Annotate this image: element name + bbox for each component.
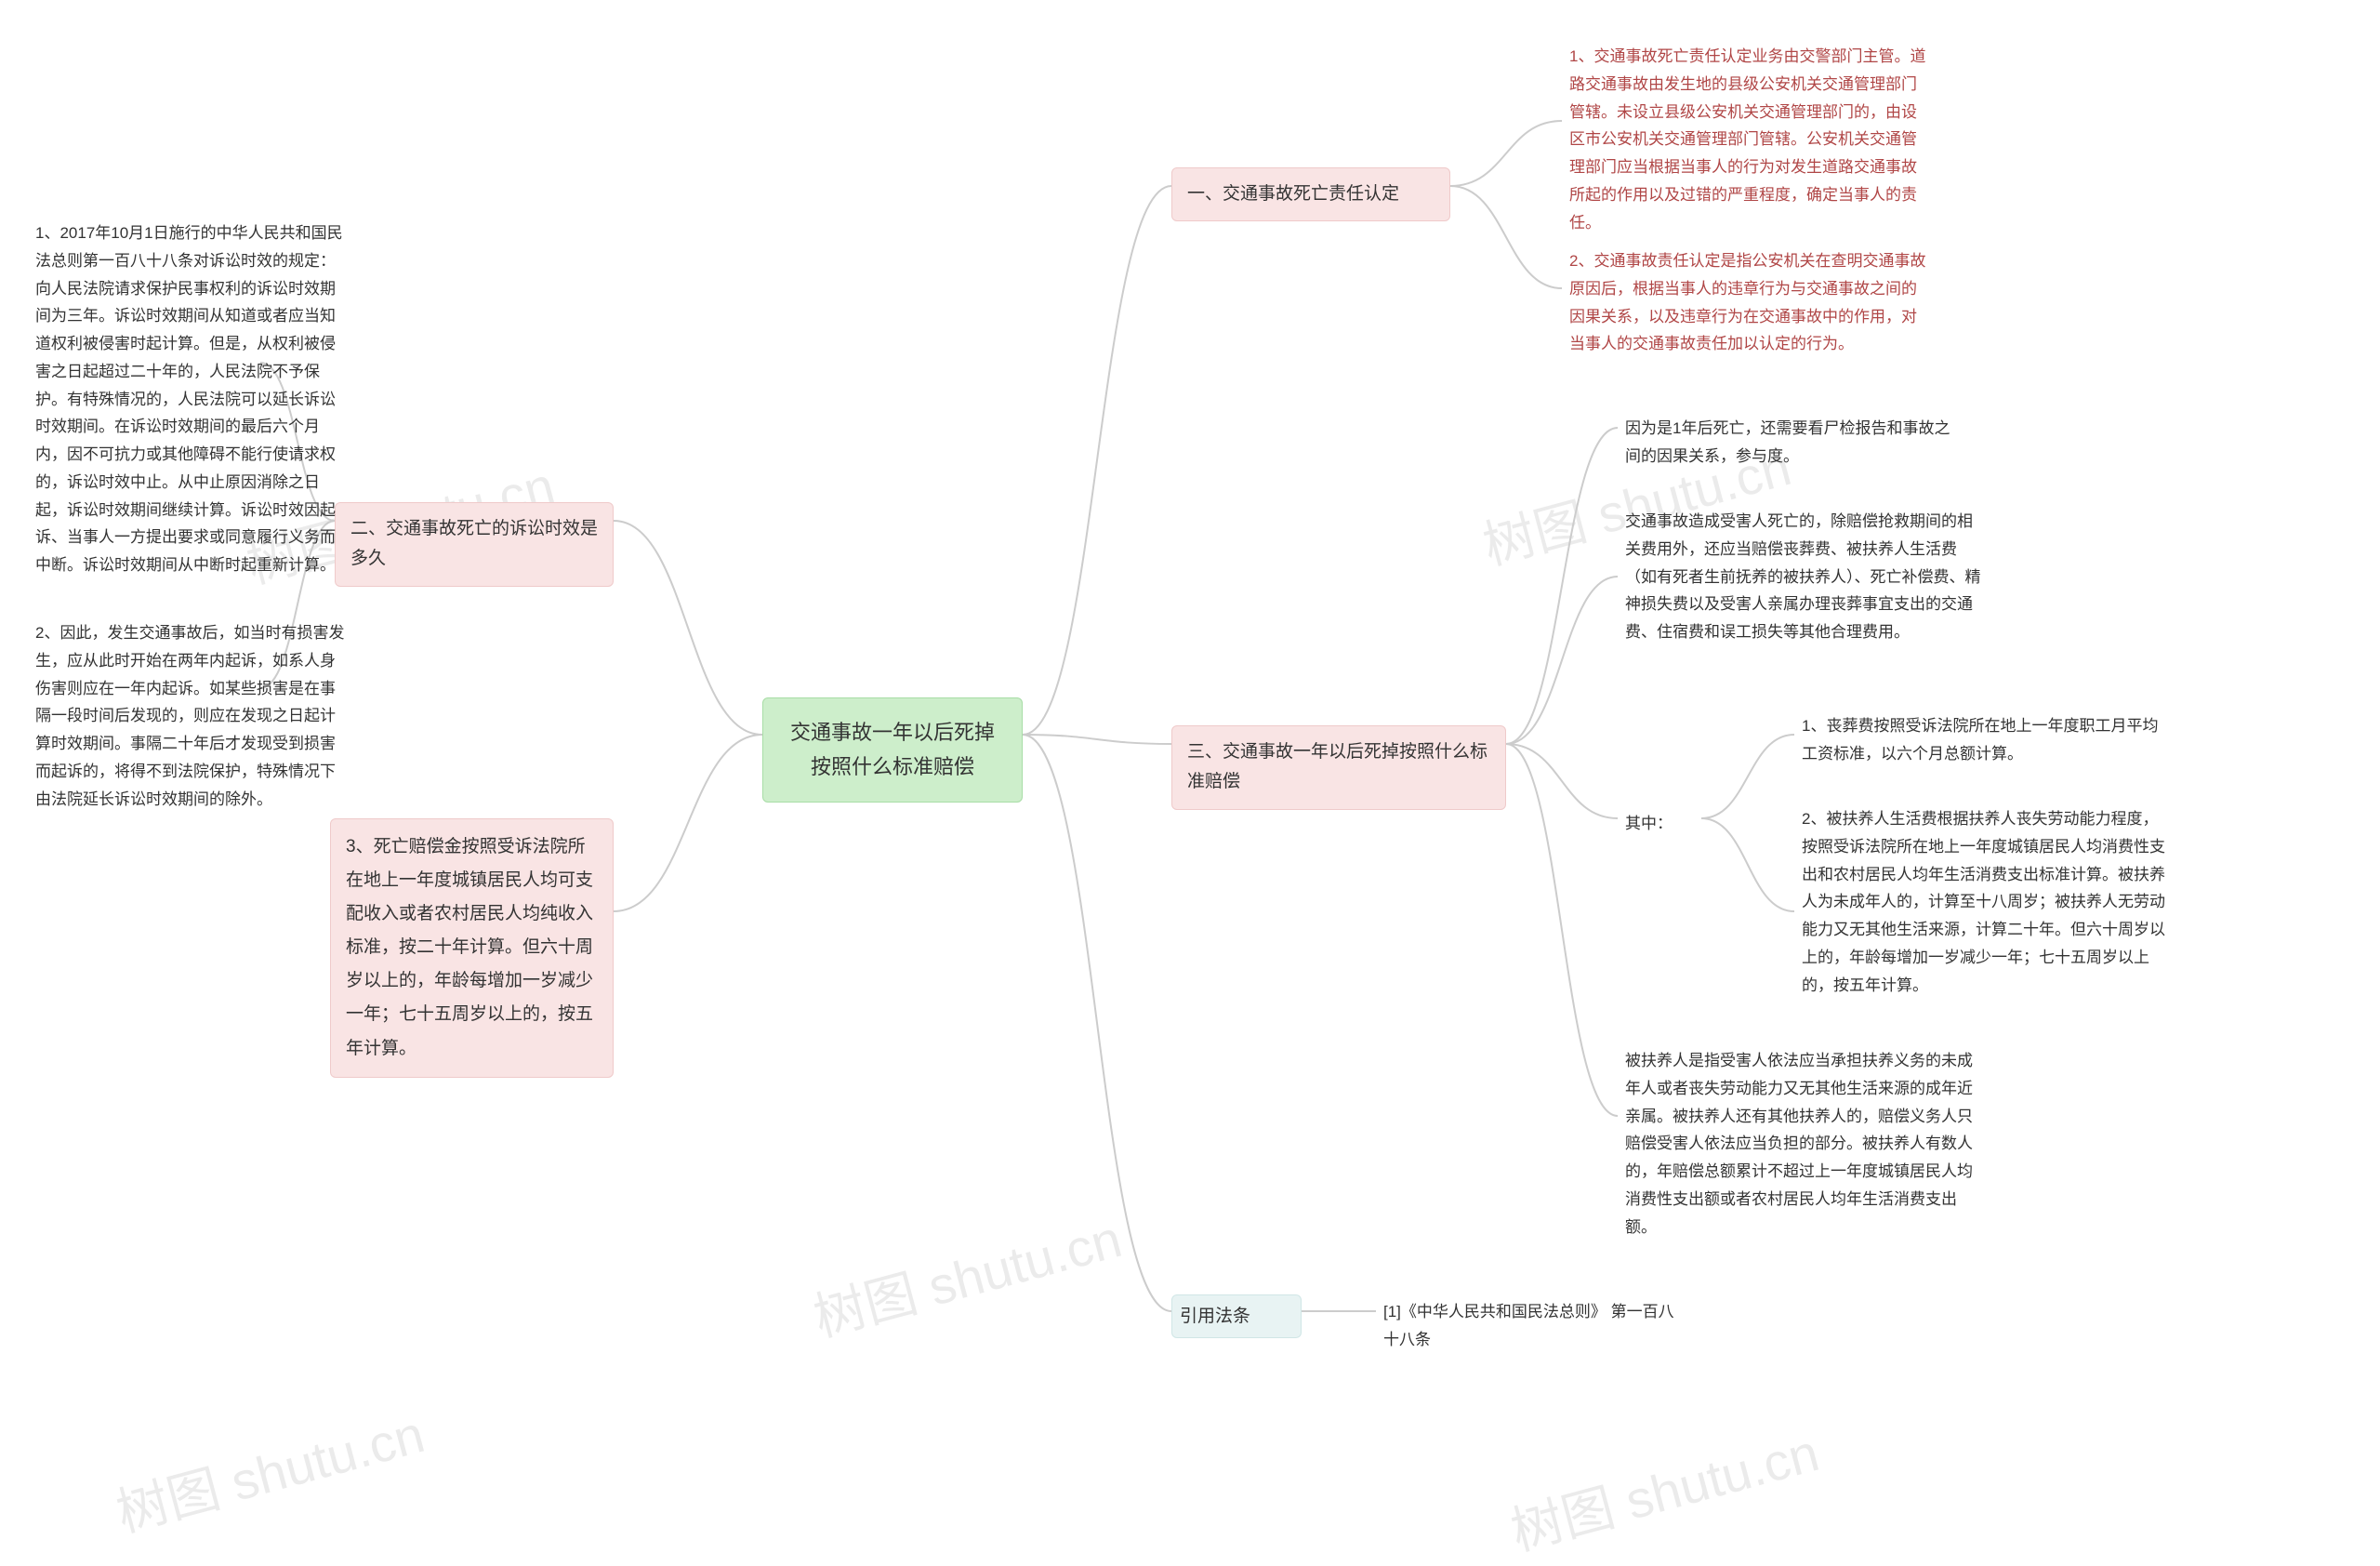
left-leaf-3: 3、死亡赔偿金按照受诉法院所在地上一年度城镇居民人均可支配收入或者农村居民人均纯… — [330, 818, 614, 1078]
section-1-leaf-2: 2、交通事故责任认定是指公安机关在查明交通事故原因后，根据当事人的违章行为与交通… — [1562, 242, 1934, 364]
section-3-sub-1: 1、丧葬费按照受诉法院所在地上一年度职工月平均工资标准，以六个月总额计算。 — [1794, 707, 2175, 774]
section-1: 一、交通事故死亡责任认定 — [1171, 167, 1450, 221]
section-1-leaf-1: 1、交通事故死亡责任认定业务由交警部门主管。道路交通事故由发生地的县级公安机关交… — [1562, 37, 1934, 242]
watermark: 树图 shutu.cn — [1501, 1411, 1826, 1565]
section-3-leaf-c: 其中： — [1618, 804, 1701, 843]
reference-section: 引用法条 — [1171, 1294, 1302, 1338]
section-2-leaf-2: 2、因此，发生交通事故后，如当时有损害发生，应从此时开始在两年内起诉，如系人身伤… — [28, 614, 358, 818]
section-3: 三、交通事故一年以后死掉按照什么标准赔偿 — [1171, 725, 1506, 810]
section-3-sub-2: 2、被扶养人生活费根据扶养人丧失劳动能力程度，按照受诉法院所在地上一年度城镇居民… — [1794, 800, 2175, 1004]
root-node: 交通事故一年以后死掉按照什么标准赔偿 — [762, 697, 1023, 803]
section-3-leaf-a: 因为是1年后死亡，还需要看尸检报告和事故之间的因果关系，参与度。 — [1618, 409, 1971, 476]
section-2: 二、交通事故死亡的诉讼时效是多久 — [335, 502, 614, 587]
watermark: 树图 shutu.cn — [804, 1197, 1129, 1351]
watermark: 树图 shutu.cn — [107, 1392, 431, 1546]
section-3-leaf-b: 交通事故造成受害人死亡的，除赔偿抢救期间的相关费用外，还应当赔偿丧葬费、被扶养人… — [1618, 502, 1990, 652]
section-2-leaf-1: 1、2017年10月1日施行的中华人民共和国民法总则第一百八十八条对诉讼时效的规… — [28, 214, 358, 585]
section-3-leaf-d: 被扶养人是指受害人依法应当承担扶养义务的未成年人或者丧失劳动能力又无其他生活来源… — [1618, 1042, 1990, 1246]
reference-text: [1]《中华人民共和国民法总则》 第一百八十八条 — [1376, 1293, 1692, 1360]
